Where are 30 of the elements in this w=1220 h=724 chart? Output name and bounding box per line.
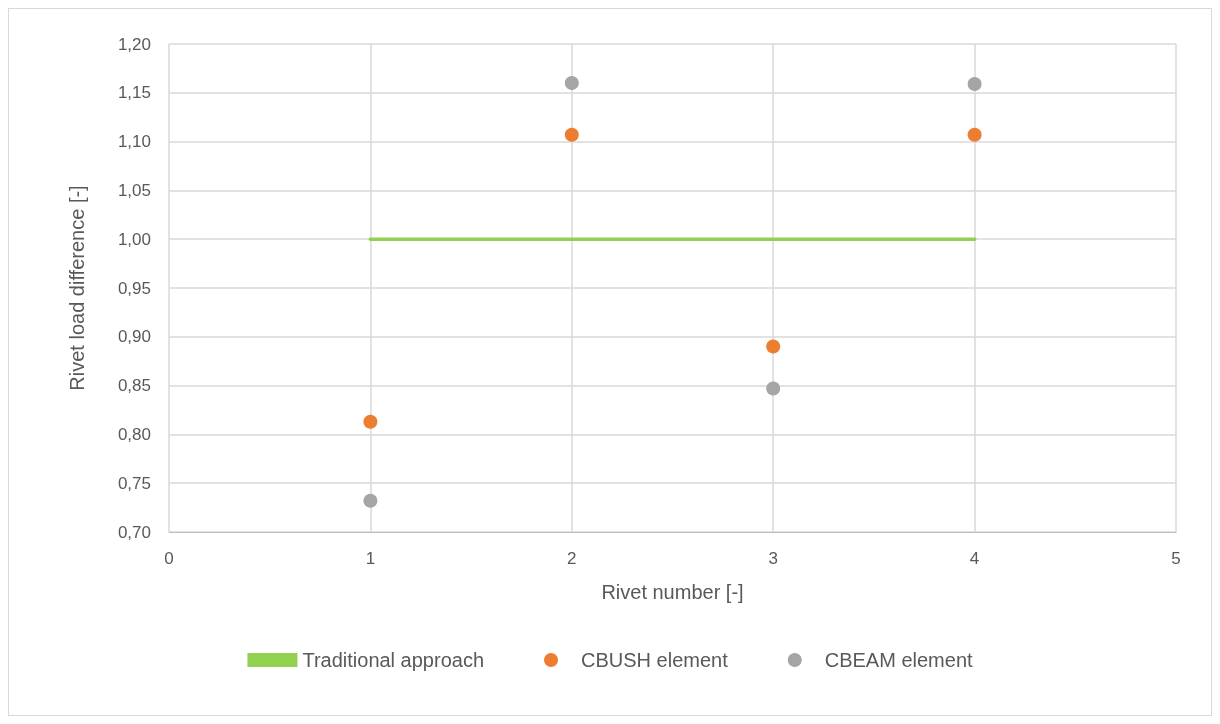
y-tick-label: 1,10 bbox=[117, 132, 151, 152]
x-tick-label: 4 bbox=[969, 549, 980, 568]
y-tick-label: 0,70 bbox=[117, 522, 151, 542]
y-tick-label: 0,85 bbox=[117, 376, 151, 396]
point bbox=[766, 339, 781, 354]
point bbox=[363, 414, 378, 429]
x-tick-label: 3 bbox=[768, 549, 778, 568]
x-tick-label: 2 bbox=[567, 549, 577, 568]
y-tick-label: 0,80 bbox=[117, 424, 151, 444]
point bbox=[766, 381, 781, 396]
x-tick-label: 0 bbox=[164, 549, 174, 568]
point bbox=[967, 127, 982, 142]
y-tick-label: 0,90 bbox=[117, 327, 151, 347]
y-tick-label: 1,05 bbox=[117, 180, 151, 200]
x-tick-label: 5 bbox=[1171, 549, 1181, 568]
legend-label: Traditional approach bbox=[302, 649, 485, 671]
point bbox=[363, 493, 378, 508]
point bbox=[564, 76, 579, 91]
x-tick-label: 1 bbox=[365, 549, 376, 568]
legend-label: CBUSH element bbox=[581, 649, 729, 671]
point bbox=[967, 77, 982, 92]
y-tick-label: 0,75 bbox=[117, 473, 151, 493]
legend-label: CBEAM element bbox=[824, 649, 974, 671]
y-tick-label: 1,00 bbox=[117, 229, 151, 249]
x-axis-title: Rivet number [-] bbox=[601, 581, 744, 603]
y-tick-label: 1,15 bbox=[117, 83, 151, 103]
y-tick-label: 1,20 bbox=[117, 34, 151, 54]
y-tick-label: 0,95 bbox=[117, 278, 151, 298]
y-axis-title: Rivet load difference [-] bbox=[66, 185, 88, 391]
point bbox=[564, 127, 579, 142]
